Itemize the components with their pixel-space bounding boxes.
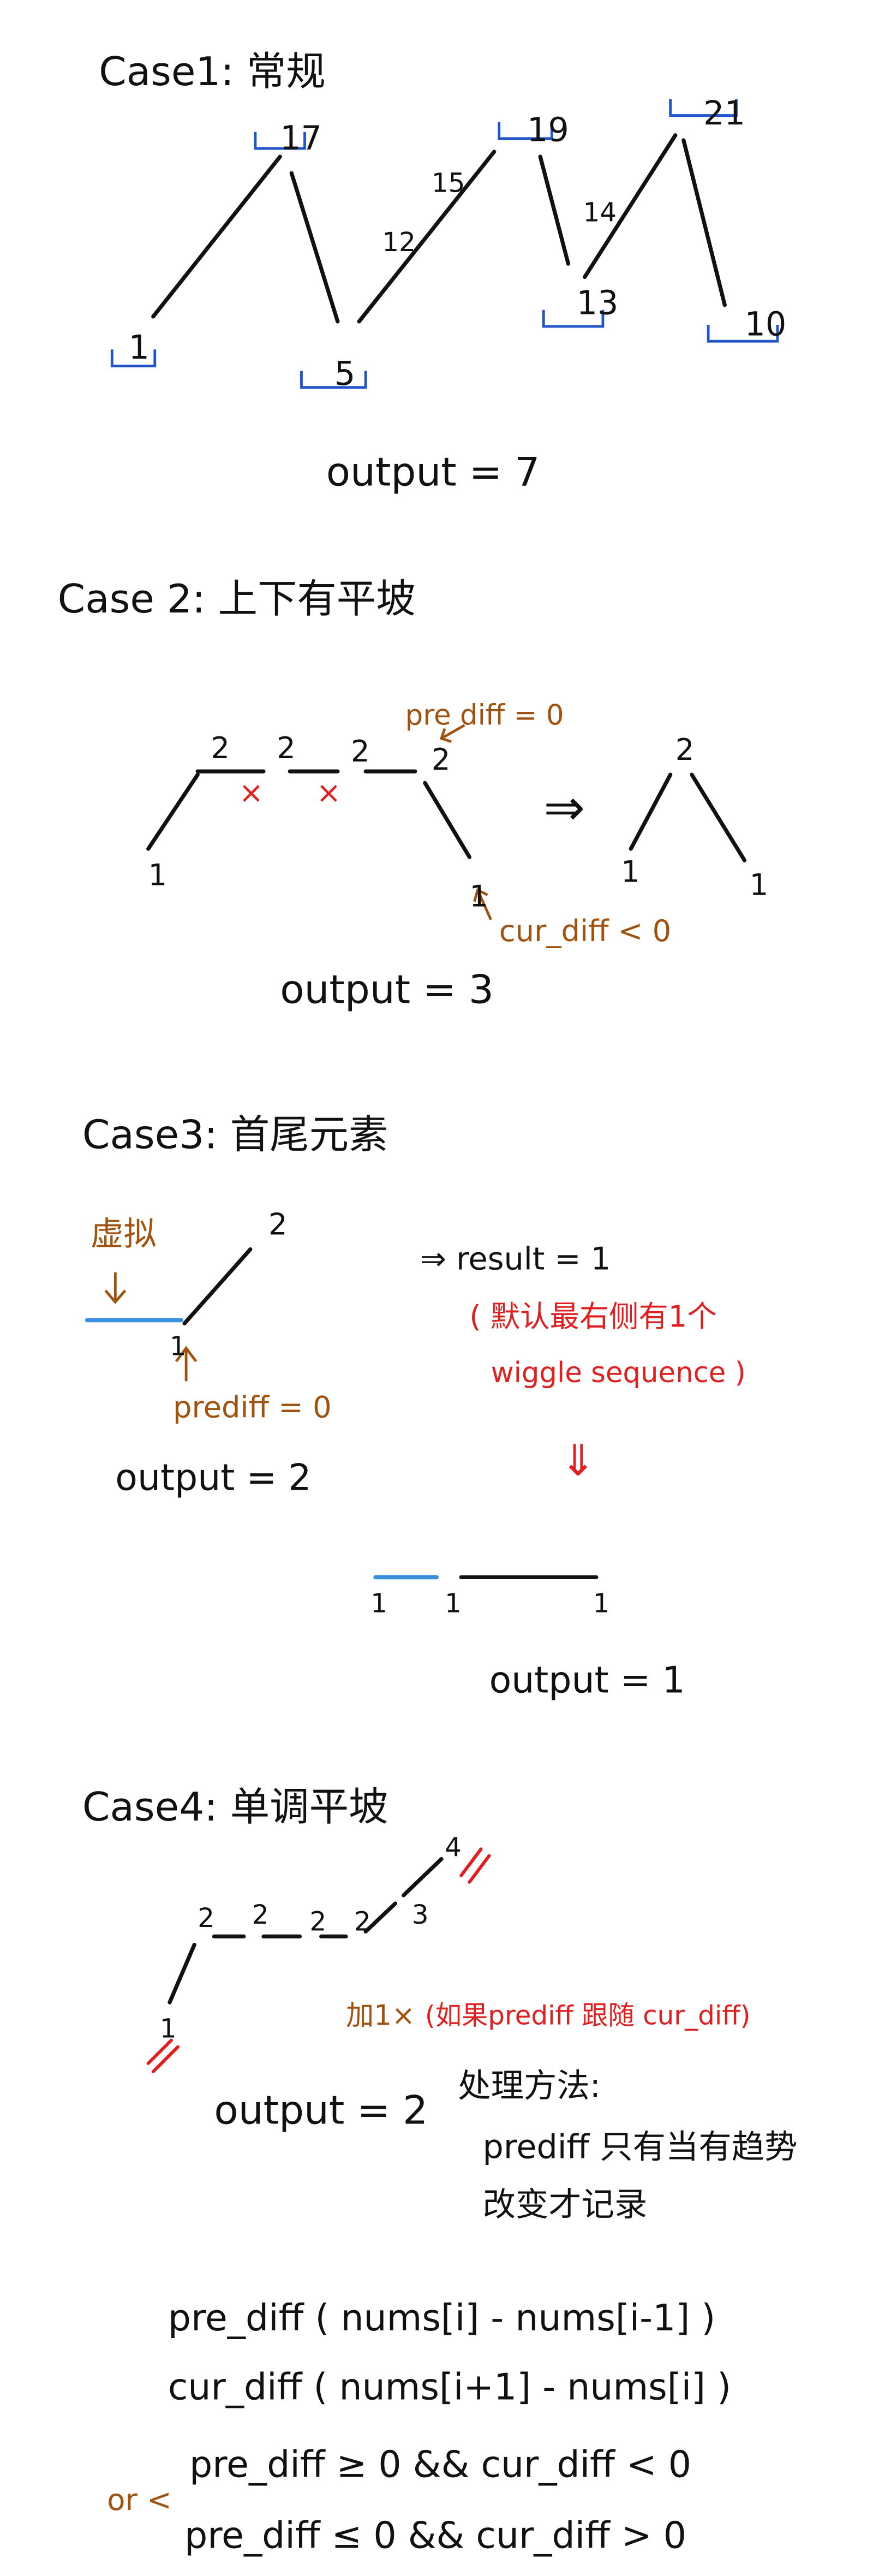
handwritten-text: ( 默认最右侧有1个	[469, 1299, 716, 1334]
stroke	[538, 154, 571, 266]
handwritten-text: or <	[107, 2483, 171, 2517]
handwritten-text: pre_diff ≤ 0 && cur_diff > 0	[184, 2514, 686, 2556]
handwritten-text: 2	[310, 1906, 327, 1937]
handwritten-text: Case 2: 上下有平坡	[58, 576, 416, 622]
handwritten-text: Case4: 单调平坡	[82, 1784, 388, 1830]
handwritten-text: 15	[432, 168, 465, 198]
handwritten-text: 1	[128, 329, 149, 367]
handwritten-text: ⇒	[543, 779, 585, 836]
handwritten-text: 1	[160, 2013, 177, 2044]
stroke	[151, 154, 282, 319]
handwritten-text: 2	[675, 733, 695, 767]
stroke	[168, 1942, 196, 2004]
handwritten-text: ×	[239, 775, 264, 810]
stroke	[583, 133, 678, 279]
stroke	[146, 2038, 173, 2065]
handwritten-text: 2	[252, 1900, 269, 1930]
handwritten-text: 1	[593, 1589, 610, 1619]
handwritten-text: cur_diff ( nums[i+1] - nums[i] )	[168, 2366, 731, 2408]
handwritten-text: 17	[280, 119, 322, 157]
handwritten-text: output = 2	[115, 1456, 311, 1498]
handwritten-text: 2	[351, 734, 370, 769]
handwritten-text: pre diff = 0	[405, 699, 564, 731]
handwritten-text: 1	[469, 879, 488, 914]
stroke	[182, 1247, 253, 1326]
handwritten-text: cur_diff < 0	[499, 914, 671, 948]
stroke	[423, 781, 471, 859]
handwritten-text: output = 2	[214, 2087, 428, 2133]
handwritten-text: 2	[277, 731, 296, 765]
handwritten-text: 3	[412, 1900, 429, 1930]
handwritten-text: 1	[750, 868, 769, 902]
handwritten-text: 加1×	[346, 1999, 415, 2032]
handwritten-text: 19	[527, 111, 569, 149]
handwritten-text: 13	[577, 284, 619, 322]
handwritten-text: wiggle sequence )	[491, 1357, 746, 1389]
stroke	[681, 138, 727, 307]
stroke	[363, 1901, 398, 1934]
handwritten-text: 1	[148, 858, 168, 892]
stroke	[357, 150, 497, 324]
handwritten-text: 12	[382, 227, 415, 258]
stroke	[146, 772, 200, 851]
handwritten-text: pre_diff ≥ 0 && cur_diff < 0	[189, 2443, 691, 2486]
handwritten-text: output = 7	[326, 450, 540, 496]
handwritten-text: pre_diff ( nums[i] - nums[i-1] )	[168, 2297, 715, 2339]
arrow	[473, 888, 492, 920]
handwritten-text: 14	[583, 198, 617, 228]
handwritten-text: ⇓	[560, 1435, 596, 1485]
handwritten-text: 2	[432, 742, 451, 777]
bracket	[498, 122, 553, 140]
handwritten-text: 1	[170, 1331, 187, 1362]
handwritten-text: 4	[445, 1832, 462, 1863]
stroke	[690, 772, 747, 862]
handwritten-text: prediff 只有当有趋势	[483, 2128, 798, 2166]
handwritten-text: prediff = 0	[173, 1390, 332, 1425]
handwritten-text: output = 3	[280, 967, 494, 1013]
handwritten-text: 虚拟	[91, 1215, 157, 1253]
arrow	[175, 1346, 198, 1382]
stroke	[151, 2045, 180, 2073]
bracket	[669, 99, 738, 117]
arrow	[440, 724, 465, 743]
stroke	[468, 1854, 491, 1884]
handwritten-text: 2	[354, 1906, 371, 1937]
handwritten-text: 改变才记录	[483, 2186, 648, 2224]
handwritten-text: 2	[268, 1207, 288, 1241]
handwritten-text: 10	[745, 306, 787, 344]
handwritten-text: 5	[334, 355, 355, 393]
handwritten-text: 2	[198, 1903, 214, 1934]
handwritten-text: ⇒ result = 1	[420, 1240, 611, 1277]
handwritten-text: output = 1	[489, 1659, 685, 1702]
arrow	[104, 1272, 127, 1304]
stroke	[459, 1847, 483, 1877]
stroke	[402, 1857, 444, 1897]
handwritten-text: ×	[316, 775, 342, 810]
handwritten-text: 处理方法:	[458, 2067, 601, 2105]
handwritten-text: Case3: 首尾元素	[82, 1112, 388, 1158]
handwritten-text: 2	[211, 731, 230, 765]
handwritten-text: 1	[621, 854, 640, 889]
handwritten-text: 1	[445, 1589, 462, 1619]
bracket	[110, 349, 157, 367]
handwritten-text: 1	[370, 1589, 387, 1619]
stroke	[629, 772, 673, 851]
bracket	[300, 371, 367, 389]
bracket	[254, 132, 306, 150]
handwritten-text: 21	[703, 94, 745, 133]
bracket	[707, 324, 779, 343]
bracket	[542, 310, 605, 328]
handwritten-text: (如果prediff 跟随 cur_diff)	[425, 2000, 751, 2031]
stroke	[289, 171, 340, 324]
handwritten-text: Case1: 常规	[99, 49, 326, 95]
